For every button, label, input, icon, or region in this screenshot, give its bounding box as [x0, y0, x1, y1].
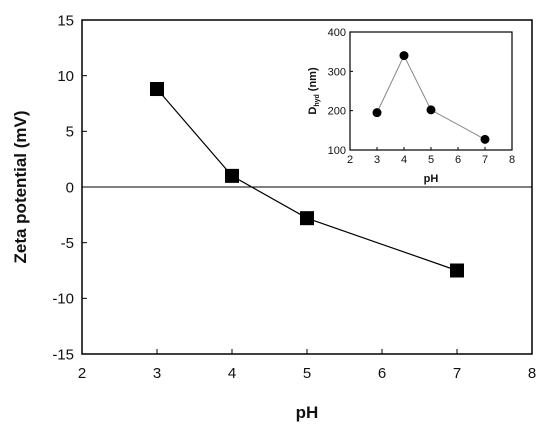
y-tick-label: 0 — [66, 179, 74, 196]
y-tick-label: 200 — [328, 106, 346, 118]
x-tick-label: 3 — [374, 154, 380, 166]
x-tick-label: 4 — [228, 365, 236, 382]
main-x-axis-title: pH — [296, 403, 319, 422]
x-tick-label: 5 — [428, 154, 434, 166]
y-tick-label: 15 — [57, 12, 74, 29]
data-point-circle — [372, 108, 382, 118]
inset-y-axis-title: Dhyd (nm) — [307, 67, 321, 115]
x-tick-label: 4 — [401, 154, 407, 166]
inset-y-axis-title-main: D — [307, 107, 319, 115]
x-tick-label: 6 — [455, 154, 461, 166]
inset-series-line — [376, 54, 486, 140]
y-tick-label: 400 — [328, 27, 346, 39]
data-point-circle — [426, 105, 436, 115]
x-tick-label: 7 — [482, 154, 488, 166]
y-tick-label: 10 — [57, 68, 74, 85]
inset-x-axis-ticks: 2 3 4 5 6 7 8 — [347, 147, 515, 166]
main-x-axis-ticks: 2 3 4 5 6 7 8 — [78, 349, 536, 382]
x-tick-label: 2 — [78, 365, 86, 382]
inset-plot-frame — [349, 31, 513, 151]
x-tick-label: 8 — [509, 154, 515, 166]
data-point-square — [225, 168, 239, 183]
x-tick-label: 6 — [378, 365, 386, 382]
inset-y-axis-title-unit: (nm) — [307, 67, 319, 91]
inset-y-axis-title-sub: hyd — [314, 94, 321, 106]
y-tick-label: 5 — [66, 124, 74, 141]
inset-x-axis-title: pH — [424, 173, 439, 185]
data-point-square — [150, 82, 164, 97]
x-tick-label: 3 — [153, 365, 161, 382]
main-y-axis-title: Zeta potential (mV) — [11, 110, 30, 263]
y-tick-label: 300 — [328, 66, 346, 78]
data-point-square — [450, 263, 464, 278]
y-tick-label: -5 — [61, 235, 74, 252]
x-tick-label: 5 — [303, 365, 311, 382]
x-tick-label: 8 — [528, 365, 536, 382]
data-point-square — [300, 211, 314, 226]
inset-y-axis-ticks: 400 300 200 100 — [328, 27, 353, 157]
main-plot: 2 3 4 5 6 7 8 15 10 5 0 -5 -10 -15 pH Zeta potential… — [11, 12, 536, 422]
y-tick-label: 100 — [328, 145, 346, 157]
x-tick-label: 2 — [347, 154, 353, 166]
data-point-circle — [480, 134, 490, 144]
x-tick-label: 7 — [453, 365, 461, 382]
main-y-axis-ticks: 15 10 5 0 -5 -10 -15 — [52, 12, 87, 363]
inset-series-points — [372, 51, 490, 144]
y-tick-label: -10 — [52, 291, 74, 308]
data-point-circle — [399, 51, 409, 61]
inset-plot: 2 3 4 5 6 7 8 400 300 200 100 pH Dhyd (nm) — [307, 27, 515, 185]
y-tick-label: -15 — [52, 346, 74, 363]
main-series-points — [150, 82, 464, 278]
main-series-line — [156, 88, 458, 272]
